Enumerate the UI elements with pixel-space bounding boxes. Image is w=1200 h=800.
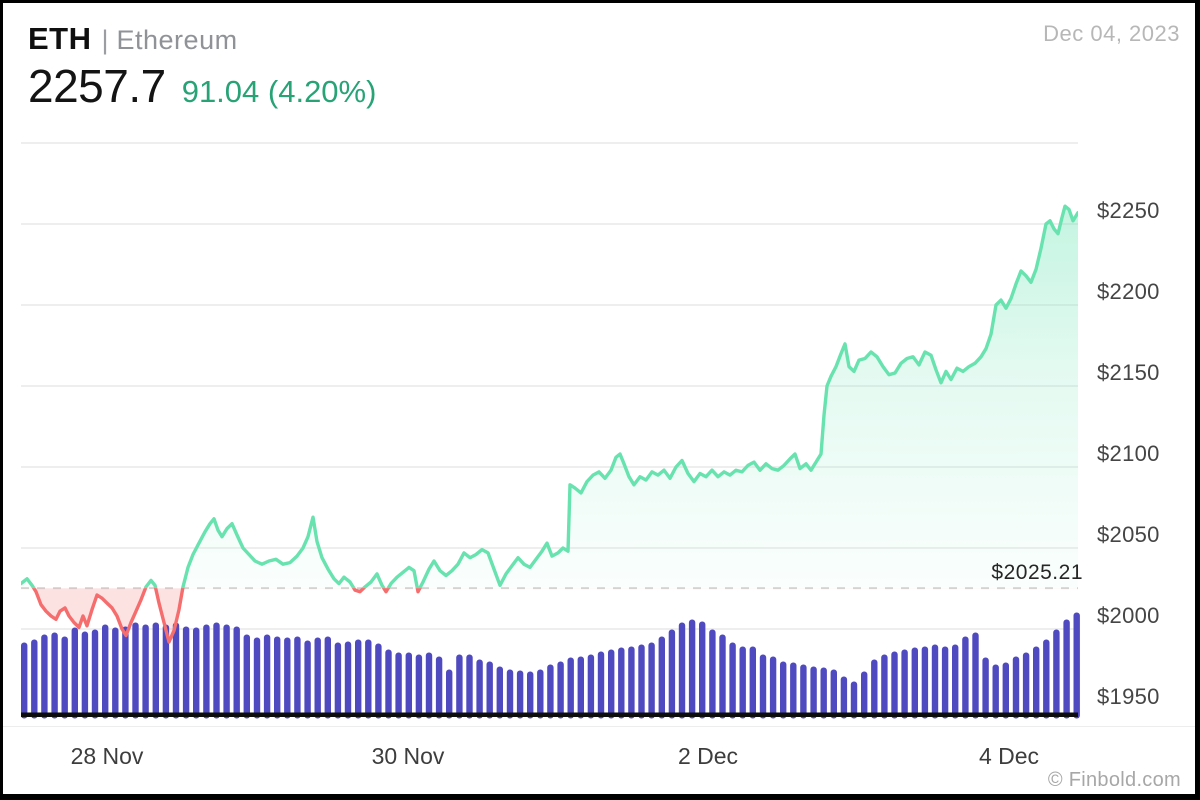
price-area-down	[21, 588, 1078, 642]
price-line-up	[21, 204, 1078, 589]
chart-svg	[21, 142, 1080, 719]
y-axis-tick-label: $2200	[1097, 279, 1160, 304]
x-axis-tick-label: 28 Nov	[70, 743, 144, 769]
previous-close-label: $2025.21	[991, 561, 1083, 584]
price-area-up	[21, 206, 1078, 589]
price-row: 2257.7 91.04 (4.20%)	[28, 59, 376, 113]
current-price: 2257.7	[28, 60, 166, 112]
y-axis-tick-label: $2250	[1097, 198, 1160, 223]
y-axis-tick-label: $2100	[1097, 441, 1160, 466]
asset-title: ETH | Ethereum	[28, 21, 238, 57]
x-axis-bar	[21, 712, 1078, 717]
finbold-watermark: © Finbold.com	[1047, 769, 1181, 791]
title-separator: |	[101, 25, 109, 55]
y-axis-tick-label: $2150	[1097, 360, 1160, 385]
chart-date: Dec 04, 2023	[1043, 21, 1180, 46]
x-axis-tick-label: 2 Dec	[677, 743, 739, 769]
y-axis-tick-label: $1950	[1097, 684, 1160, 709]
asset-name: Ethereum	[116, 25, 238, 55]
chart-canvas[interactable]	[3, 3, 1195, 794]
asset-symbol: ETH	[28, 21, 92, 56]
y-axis-tick-label: $2000	[1097, 603, 1160, 628]
x-axis-tick-label: 4 Dec	[978, 743, 1040, 769]
bottom-separator-line	[3, 726, 1195, 727]
volume-bars	[21, 612, 1080, 719]
y-axis-tick-label: $2050	[1097, 522, 1160, 547]
price-line-down	[31, 588, 422, 644]
price-change: 91.04 (4.20%)	[181, 74, 377, 109]
x-axis-tick-label: 30 Nov	[371, 743, 445, 769]
